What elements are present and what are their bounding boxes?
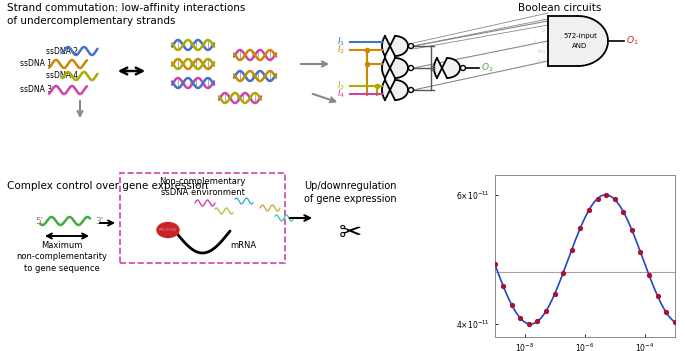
Polygon shape: [382, 58, 408, 78]
Text: $l_1$: $l_1$: [540, 15, 546, 25]
Text: Boolean circuits: Boolean circuits: [519, 3, 601, 13]
Circle shape: [408, 87, 414, 93]
Polygon shape: [382, 80, 408, 100]
Circle shape: [408, 66, 414, 71]
Text: PROTEIN: PROTEIN: [159, 228, 177, 232]
Text: $l_{571}$: $l_{571}$: [537, 47, 546, 56]
Text: $l_2$: $l_2$: [541, 26, 546, 35]
Text: ssDNA 4: ssDNA 4: [46, 72, 78, 80]
Text: ssDNA 2: ssDNA 2: [46, 46, 78, 55]
Text: AND: AND: [573, 43, 588, 49]
Polygon shape: [434, 58, 460, 78]
Text: ✂: ✂: [338, 219, 362, 247]
Text: mRNA: mRNA: [230, 240, 256, 250]
Text: Complex control over gene expression: Complex control over gene expression: [7, 181, 208, 191]
Text: Up/downregulation
of gene expression: Up/downregulation of gene expression: [303, 181, 397, 204]
Text: Elementary algebra: Elementary algebra: [562, 181, 666, 191]
Text: Non-complementary
ssDNA environment: Non-complementary ssDNA environment: [160, 177, 246, 197]
Text: Strand commutation: low-affinity interactions
of undercomplementary strands: Strand commutation: low-affinity interac…: [7, 3, 245, 26]
Text: $O_2$: $O_2$: [482, 62, 494, 74]
Text: Maximum
non-complementarity
to gene sequence: Maximum non-complementarity to gene sequ…: [16, 241, 108, 273]
Ellipse shape: [157, 223, 179, 238]
Circle shape: [408, 44, 414, 48]
Text: $l_{572}$: $l_{572}$: [537, 58, 546, 66]
Polygon shape: [548, 16, 608, 66]
Text: $I_1$: $I_1$: [337, 36, 345, 48]
Text: 572-input: 572-input: [563, 33, 597, 39]
Text: ssDNA 1: ssDNA 1: [20, 60, 52, 68]
Text: 3': 3': [95, 217, 103, 225]
Text: ssDNA 3: ssDNA 3: [20, 86, 52, 94]
Polygon shape: [382, 36, 408, 56]
Text: $O_1$: $O_1$: [626, 35, 638, 47]
Text: $I_4$: $I_4$: [337, 88, 345, 100]
FancyBboxPatch shape: [120, 173, 285, 263]
Text: 5': 5': [35, 217, 43, 225]
Text: $I_3$: $I_3$: [337, 80, 345, 92]
Text: $I_2$: $I_2$: [337, 44, 345, 56]
Circle shape: [460, 66, 466, 71]
Text: $(...)$: $(...)$: [533, 37, 546, 46]
